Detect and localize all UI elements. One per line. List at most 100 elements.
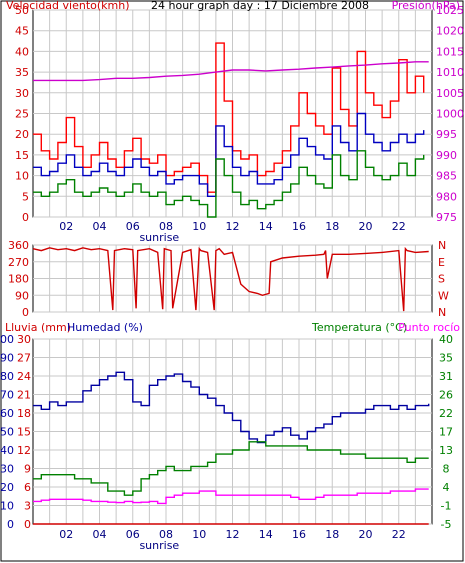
panel1-right-tick: 995 [436,128,457,141]
panel1-left-axis-label: Velocidad viento(kmh) [6,0,130,12]
panel3-x-tick: 04 [93,528,107,541]
panel1-x-tick: 06 [126,220,140,233]
panel3-temp-tick: 13 [439,444,453,457]
panel1-right-tick: 1025 [436,4,464,17]
panel3-x-tick: 16 [292,528,306,541]
panel3-rain-tick: 18 [17,407,31,420]
panel3-sunrise-label: sunrise [139,539,179,552]
panel3-humidity-tick: 30 [0,463,14,476]
panel3-humidity-tick: 50 [0,426,14,439]
panel3-rain-tick: 0 [24,518,31,531]
panel1-right-tick: 1000 [436,108,464,121]
panel3-rain-tick: 9 [24,463,31,476]
panel1-x-tick: 22 [392,220,406,233]
panel3-x-tick: 12 [226,528,240,541]
panel3-series-dewpoint [33,488,429,505]
panel2-right-tick: E [438,256,445,269]
panel3-series-humidity [33,371,430,444]
panel1-x-tick: 04 [93,220,107,233]
panel1-left-tick: 10 [15,170,29,183]
panel3-temp-tick: 26 [439,389,453,402]
panel3-temp-tick: 8 [443,463,450,476]
panel3-temp-tick: 17 [439,426,453,439]
panel1-series-pressure [33,61,429,82]
panel1-x-tick: 08 [159,220,173,233]
panel3-rain-tick: 27 [17,352,31,365]
panel3-x-tick: 20 [359,528,373,541]
panel3-x-tick: 06 [126,528,140,541]
panel1-series-gust [33,42,425,193]
panel3-x-tick: 22 [392,528,406,541]
panel1-right-tick: 1005 [436,87,464,100]
panel1-series-avg [33,112,425,197]
panel3-dewpoint-label: Punto rocío [398,321,460,334]
panel3-series-temperature [33,441,429,496]
panel3-temp-tick: -5 [441,518,452,531]
panel1-right-tick: 985 [436,170,457,183]
panel3-temp-tick: 4 [443,481,450,494]
panel3-humidity-tick: 10 [0,500,14,513]
panel2-left-tick: 90 [15,289,29,302]
panel1-right-tick: 1010 [436,66,464,79]
panel3-temp-tick: 40 [439,333,453,346]
panel1-x-tick: 02 [59,220,73,233]
panel2-right-tick: S [438,273,445,286]
panel1-right-tick: 1015 [436,45,464,58]
panel1-sunrise-label: sunrise [139,231,179,244]
panel1-left-tick: 40 [15,45,29,58]
panel3-x-tick: 10 [192,528,206,541]
panel3-temp-tick: 35 [439,352,453,365]
panel3-rain-tick: 24 [17,370,31,383]
panel3-x-tick: 08 [159,528,173,541]
panel3-humidity-tick: 20 [0,481,14,494]
panel3-rain-tick: 12 [17,444,31,457]
panel3-humidity-tick: 100 [0,333,14,346]
chart-title: 24 hour graph day : 17 Diciembre 2008 [151,0,369,12]
panel2-left-tick: 270 [8,256,29,269]
panel2-left-tick: 180 [8,273,29,286]
panel3-humidity-label: Humedad (%) [67,321,143,334]
panel1-x-tick: 14 [259,220,273,233]
panel1-right-tick: 975 [436,211,457,224]
panel3-humidity-tick: 40 [0,444,14,457]
panel3-rain-tick: 21 [17,389,31,402]
panel3-humidity-tick: 90 [0,352,14,365]
panel1-left-tick: 25 [15,108,29,121]
panel1-left-tick: 20 [15,128,29,141]
panel1-x-tick: 12 [226,220,240,233]
panel1-x-tick: 20 [359,220,373,233]
panel2-left-tick: 360 [8,239,29,252]
panel1-right-tick: 980 [436,190,457,203]
panel3-temp-tick: 31 [439,370,453,383]
panel1-series-min [33,150,425,218]
panel1-x-tick: 18 [325,220,339,233]
panel3-x-tick: 02 [59,528,73,541]
panel2-right-tick: W [438,289,449,302]
panel3-rain-label: Lluvia (mm) [5,321,71,334]
panel2-series-direction [32,246,429,312]
panel1-left-tick: 35 [15,66,29,79]
panel1-right-tick: 1020 [436,25,464,38]
panel1-left-tick: 45 [15,25,29,38]
panel2-right-tick: N [438,239,446,252]
panel1-left-tick: 30 [15,87,29,100]
panel3-humidity-tick: 60 [0,407,14,420]
panel1-right-axis-label: Presión(hPa) [392,0,460,12]
panel1-left-tick: 50 [15,4,29,17]
panel1-x-tick: 10 [192,220,206,233]
panel1-left-tick: 5 [22,190,29,203]
panel1-left-tick: 0 [22,211,29,224]
panel3-x-tick: 18 [325,528,339,541]
panel1-left-tick: 15 [15,149,29,162]
panel2-left-tick: 0 [22,306,29,319]
panel3-rain-tick: 6 [24,481,31,494]
panel3-humidity-tick: 0 [7,518,14,531]
panel3-rain-tick: 30 [17,333,31,346]
panel3-humidity-tick: 80 [0,370,14,383]
panel3-temp-tick: 22 [439,407,453,420]
panel3-rain-tick: 3 [24,500,31,513]
panel3-temp-tick: -1 [441,500,452,513]
